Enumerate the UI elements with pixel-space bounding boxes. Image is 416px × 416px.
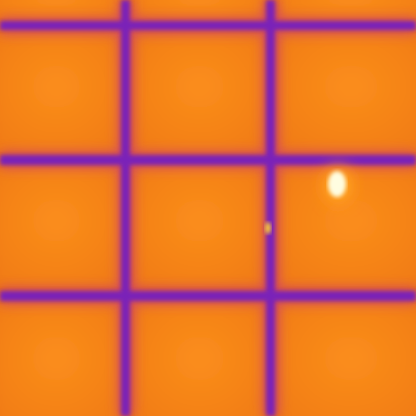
hotspot: [316, 160, 360, 212]
solar-cell: [0, 30, 123, 156]
solar-cell: [276, 0, 416, 22]
solar-cell: [276, 30, 416, 156]
solar-cell: [276, 300, 416, 416]
solar-cell: [131, 0, 268, 22]
grid-line-horizontal: [0, 155, 416, 165]
grid-line-horizontal: [0, 291, 416, 301]
solar-cell: [131, 164, 268, 290]
solar-cell: [0, 164, 123, 290]
warm-speck: [265, 222, 271, 234]
solar-cell: [0, 300, 123, 416]
solar-cell: [131, 30, 268, 156]
solar-cell: [131, 300, 268, 416]
grid-line-vertical: [266, 0, 275, 416]
grid-line-horizontal: [0, 21, 416, 30]
solar-cell: [0, 0, 123, 22]
grid-line-vertical: [121, 0, 130, 416]
